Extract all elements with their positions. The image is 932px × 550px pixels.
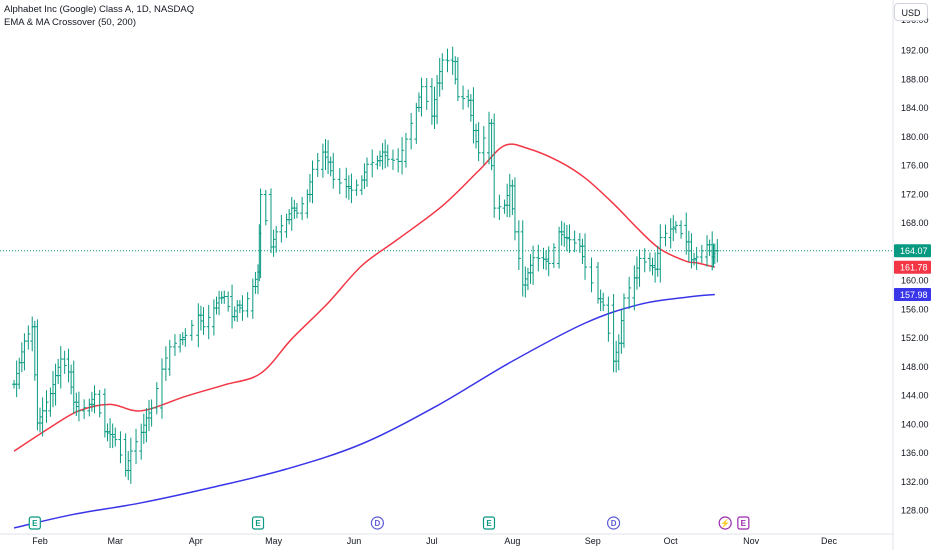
symbol-title[interactable]: Alphabet Inc (Google) Class A, 1D, NASDA… <box>4 4 195 15</box>
time-tick-label: Feb <box>32 536 48 546</box>
dividend-icon-label: D <box>611 519 617 528</box>
price-tick-label: 192.00 <box>901 46 929 56</box>
price-tick-label: 180.00 <box>901 132 929 142</box>
price-tick-label: 152.00 <box>901 333 929 343</box>
price-tick-label: 160.00 <box>901 276 929 286</box>
price-tick-label: 172.00 <box>901 189 929 199</box>
earnings-icon-label: E <box>255 519 261 528</box>
time-tick-label: Sep <box>585 536 601 546</box>
time-tick-label: Mar <box>108 536 124 546</box>
axis-value-labels: 164.07 161.78 157.98 <box>894 244 931 302</box>
price-tick-label: 148.00 <box>901 362 929 372</box>
price-tick-label: 144.00 <box>901 391 929 401</box>
time-tick-label: Apr <box>189 536 203 546</box>
last-price-label-bg <box>894 244 931 258</box>
time-tick-label: Aug <box>504 536 520 546</box>
ma-200-value-label-bg <box>894 288 931 302</box>
time-tick-label: May <box>265 536 283 546</box>
split-icon[interactable] <box>718 516 732 530</box>
last-price-label: 164.07 <box>900 246 928 256</box>
price-tick-label: 132.00 <box>901 477 929 487</box>
time-tick-label: Jul <box>426 536 438 546</box>
earnings-icon[interactable] <box>482 516 496 530</box>
indicator-title[interactable]: EMA & MA Crossover (50, 200) <box>4 17 136 28</box>
ma-200-line <box>13 293 715 529</box>
split-icon-label: ⚡ <box>720 518 730 528</box>
upcoming-earnings-icon-label: E <box>741 519 747 528</box>
ema-50-line <box>13 143 715 452</box>
time-tick-label: Dec <box>821 536 838 546</box>
ohlc-bars <box>12 46 720 484</box>
ema-50-value-label: 161.78 <box>900 263 928 273</box>
price-tick-label: 128.00 <box>901 506 929 516</box>
price-axis: 128.00 132.00 136.00 140.00 144.00 148.00 152.… <box>892 0 929 550</box>
price-tick-label: 176.00 <box>901 161 929 171</box>
ema-50-value-label-bg <box>894 260 931 274</box>
time-axis: Feb Mar Apr May Jun Jul Aug Sep Oct Nov Dec <box>0 533 893 546</box>
earnings-icon[interactable] <box>251 516 265 530</box>
price-tick-label: 156.00 <box>901 304 929 314</box>
price-tick-label: 188.00 <box>901 74 929 84</box>
price-tick-label: 140.00 <box>901 419 929 429</box>
earnings-icon-label: E <box>32 519 38 528</box>
event-markers[interactable]: E E D E D ⚡ E <box>28 516 750 530</box>
chart-legend: Alphabet Inc (Google) Class A, 1D, NASDA… <box>4 3 194 29</box>
dividend-icon[interactable] <box>370 516 385 530</box>
dividend-icon-label: D <box>375 519 381 528</box>
upcoming-earnings-icon[interactable] <box>737 516 750 530</box>
earnings-icon-label: E <box>486 519 492 528</box>
price-tick-label: 136.00 <box>901 448 929 458</box>
price-tick-label: 168.00 <box>901 218 929 228</box>
ma-200-value-label: 157.98 <box>900 290 928 300</box>
currency-button[interactable]: USD <box>894 3 928 21</box>
ema-50-layer <box>13 143 715 452</box>
time-tick-label: Oct <box>664 536 679 546</box>
ma-200-layer <box>13 293 715 529</box>
earnings-icon[interactable] <box>28 516 41 530</box>
price-tick-label: 184.00 <box>901 103 929 113</box>
dividend-icon[interactable] <box>606 516 621 530</box>
time-tick-label: Nov <box>743 536 760 546</box>
time-tick-label: Jun <box>347 536 362 546</box>
